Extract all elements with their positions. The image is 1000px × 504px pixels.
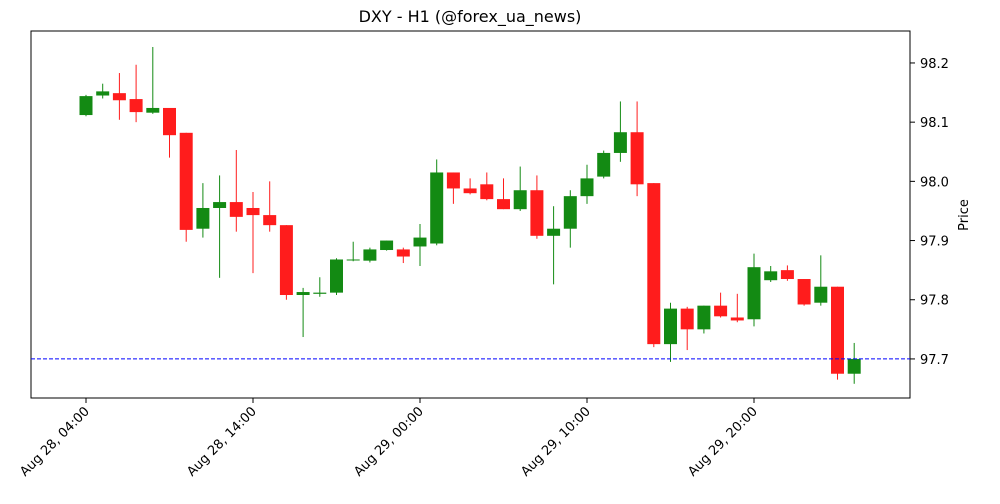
- candle-body: [296, 292, 310, 296]
- candle-body: [647, 183, 661, 345]
- candle-body: [263, 215, 277, 226]
- candle-body: [313, 292, 327, 294]
- candle-body: [847, 358, 861, 374]
- candle-body: [480, 184, 494, 200]
- x-tick-label: Aug 29, 10:00: [518, 404, 594, 480]
- candle-body: [664, 308, 677, 345]
- candle-body: [196, 207, 210, 229]
- candle-body: [96, 91, 110, 96]
- candle-body: [714, 305, 728, 317]
- candle-body: [363, 249, 377, 261]
- y-tick-label: 98.2: [920, 57, 949, 72]
- candle-body: [346, 259, 360, 261]
- candle-body: [547, 228, 561, 236]
- y-tick-label: 98.1: [920, 116, 949, 131]
- candle-body: [330, 259, 343, 293]
- candle-body: [764, 271, 778, 281]
- candle-body: [413, 237, 427, 247]
- candle-body: [597, 152, 611, 177]
- candle-body: [513, 190, 527, 210]
- candle-body: [446, 172, 460, 189]
- y-tick-label: 98.0: [920, 175, 949, 190]
- candle-body: [229, 202, 243, 217]
- x-tick-label: Aug 29, 20:00: [685, 404, 761, 480]
- candle-body: [730, 317, 744, 321]
- candle-body: [831, 286, 844, 374]
- candle-body: [112, 93, 126, 101]
- candle-body: [129, 99, 143, 113]
- x-tick-label: Aug 28, 04:00: [17, 404, 93, 480]
- candle-body: [613, 132, 627, 153]
- candle-body: [380, 240, 394, 251]
- y-tick-label: 97.7: [920, 353, 949, 368]
- candle-body: [497, 199, 510, 210]
- y-axis-label: Price: [957, 199, 972, 231]
- candle-body: [680, 308, 694, 330]
- candle-body: [179, 132, 193, 230]
- candle-body: [146, 107, 160, 113]
- candle-body: [530, 190, 544, 236]
- y-tick-label: 97.9: [920, 235, 949, 250]
- candle-body: [279, 225, 293, 296]
- candle-body: [814, 286, 828, 303]
- candle-body: [430, 172, 444, 244]
- candle-body: [697, 305, 711, 330]
- candle-body: [79, 96, 93, 116]
- candle-body: [797, 279, 811, 305]
- candle-body: [780, 270, 794, 280]
- candle-body: [463, 188, 477, 194]
- y-tick-label: 97.8: [920, 294, 949, 309]
- chart-title: DXY - H1 (@forex_ua_news): [359, 7, 582, 27]
- x-tick-label: Aug 29, 00:00: [351, 404, 427, 480]
- candle-body: [163, 107, 176, 136]
- plot-frame: [30, 30, 911, 399]
- candle-body: [580, 178, 594, 197]
- x-tick-label: Aug 28, 14:00: [184, 404, 260, 480]
- candle-body: [213, 202, 227, 208]
- candle-body: [630, 132, 644, 185]
- candle-body: [396, 249, 410, 257]
- candle-body: [747, 267, 761, 320]
- candle-body: [246, 207, 260, 216]
- candle-body: [563, 196, 577, 229]
